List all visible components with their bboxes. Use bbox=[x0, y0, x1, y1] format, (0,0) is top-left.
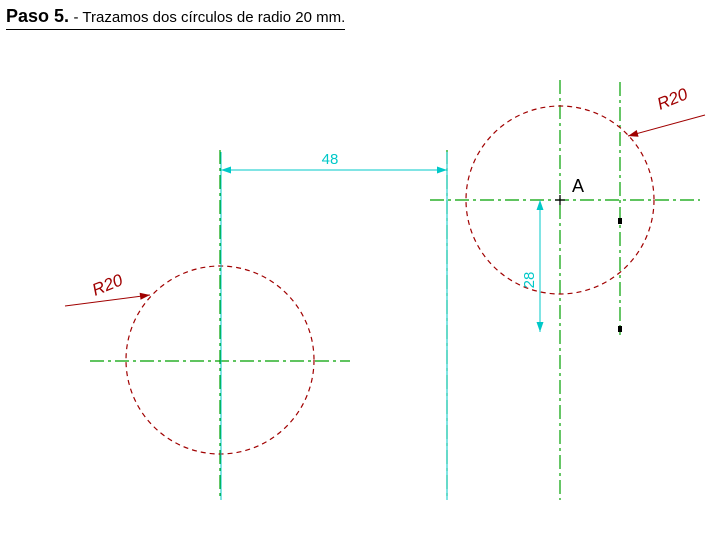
radius-label-left: R20 bbox=[89, 270, 126, 300]
dim-text-48: 48 bbox=[322, 151, 339, 168]
dim-text-28: 28 bbox=[521, 272, 538, 289]
drawing-canvas: 48 28 R20 R20 A bbox=[0, 0, 720, 540]
point-a-label: A bbox=[572, 176, 584, 196]
tick-mark bbox=[618, 326, 622, 332]
radius-leader-left bbox=[65, 295, 150, 306]
radius-label-right: R20 bbox=[654, 84, 691, 114]
tick-mark bbox=[618, 218, 622, 224]
radius-leader-right bbox=[628, 115, 705, 136]
